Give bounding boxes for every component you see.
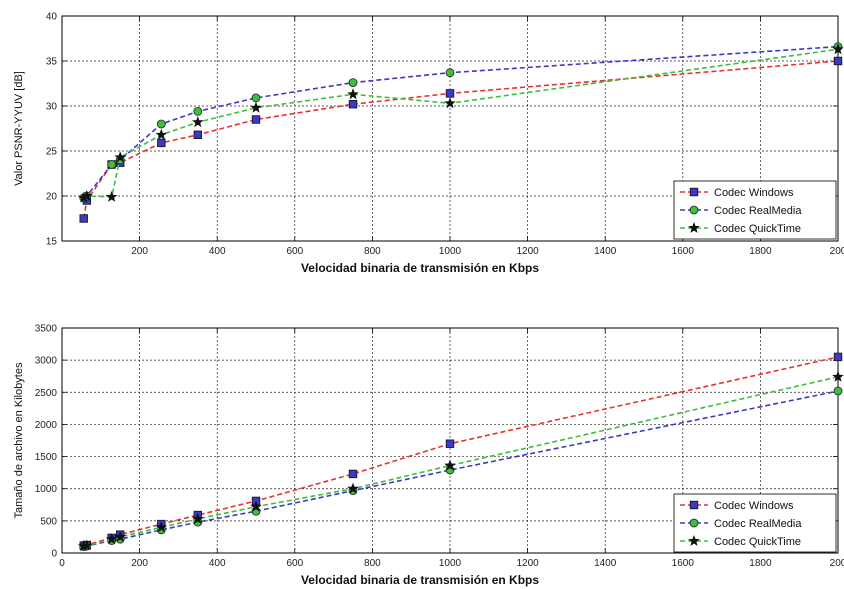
- data-point-quicktime: [444, 459, 456, 471]
- data-point-windows: [833, 352, 843, 362]
- series-line-realmedia: [83, 45, 839, 199]
- x-tick-label: 0: [59, 558, 65, 569]
- y-tick-label: 3500: [35, 324, 58, 335]
- data-point-quicktime: [192, 512, 204, 524]
- y-tick-label: 40: [46, 12, 58, 23]
- legend-marker-windows: [689, 187, 699, 197]
- x-tick-label: 400: [209, 246, 226, 257]
- x-tick-label: 1800: [749, 246, 772, 257]
- data-point-quicktime: [832, 43, 844, 55]
- y-tick-label: 1000: [35, 484, 58, 495]
- x-tick-label: 1600: [672, 558, 695, 569]
- data-point-windows: [348, 100, 358, 109]
- y-tick-label: 15: [46, 237, 58, 248]
- x-tick-label: 600: [286, 558, 303, 569]
- data-point-realmedia: [833, 386, 843, 396]
- x-axis-label: Velocidad binaria de transmisión en Kbps: [301, 573, 539, 587]
- series-line-realmedia: [83, 390, 839, 548]
- x-tick-label: 200: [830, 558, 844, 569]
- legend-label: Codec RealMedia: [714, 518, 802, 530]
- data-point-realmedia: [348, 78, 358, 87]
- x-tick-label: 400: [209, 558, 226, 569]
- data-point-realmedia: [107, 160, 117, 169]
- x-tick-label: 1000: [439, 558, 462, 569]
- x-tick-label: 1000: [439, 246, 462, 257]
- x-tick-label: 800: [364, 558, 381, 569]
- legend-marker-quicktime: [688, 221, 700, 233]
- series-line-windows: [83, 356, 839, 547]
- data-point-windows: [193, 130, 202, 139]
- y-axis-label: Valor PSNR-YYUV [dB]: [13, 71, 25, 186]
- data-point-quicktime: [114, 530, 126, 542]
- x-tick-label: 200: [131, 246, 148, 257]
- y-tick-label: 2500: [35, 388, 58, 399]
- legend-marker-realmedia: [689, 518, 699, 528]
- data-point-windows: [157, 138, 166, 148]
- legend-label: Codec QuickTime: [714, 223, 801, 235]
- x-tick-label: 1200: [516, 558, 539, 569]
- data-point-quicktime: [105, 190, 118, 202]
- data-point-quicktime: [347, 482, 359, 494]
- x-tick-label: 1400: [594, 246, 617, 257]
- data-point-quicktime: [250, 101, 262, 113]
- y-tick-label: 500: [40, 516, 57, 527]
- data-point-windows: [445, 89, 455, 98]
- data-point-quicktime: [347, 88, 359, 100]
- data-point-quicktime: [105, 533, 118, 545]
- x-axis-label: Velocidad binaria de transmisión en Kbps: [301, 261, 539, 275]
- data-point-quicktime: [192, 116, 204, 128]
- legend-label: Codec RealMedia: [714, 205, 802, 217]
- legend-label: Codec Windows: [714, 187, 794, 199]
- series-line-quicktime: [83, 48, 839, 199]
- y-axis-label: Tamaño de archivo en Kilobytes: [13, 362, 25, 518]
- data-point-realmedia: [156, 119, 166, 129]
- data-point-realmedia: [251, 93, 261, 103]
- series-line-quicktime: [83, 376, 839, 548]
- legend-marker-windows: [689, 500, 699, 510]
- data-point-quicktime: [155, 521, 168, 533]
- data-point-windows: [79, 214, 88, 223]
- data-point-windows: [348, 469, 358, 479]
- data-point-windows: [251, 115, 261, 124]
- x-tick-label: 1600: [672, 246, 695, 257]
- y-tick-label: 35: [46, 57, 58, 68]
- data-point-quicktime: [250, 500, 262, 512]
- data-point-realmedia: [445, 68, 455, 78]
- file-size-chart: 0 200 400 600 800 1000 1200 1400 1600 1800 2000500…: [13, 324, 844, 588]
- y-tick-label: 25: [46, 147, 58, 158]
- data-point-quicktime: [81, 189, 93, 201]
- y-tick-label: 20: [46, 192, 58, 203]
- x-tick-label: 1800: [749, 558, 772, 569]
- data-point-quicktime: [155, 128, 168, 140]
- x-tick-label: 1200: [516, 246, 539, 257]
- x-tick-label: 800: [364, 246, 381, 257]
- legend: Codec Windows Codec RealMedia Codec QuickT…: [673, 180, 837, 240]
- data-point-quicktime: [832, 370, 844, 382]
- y-tick-label: 3000: [35, 356, 58, 367]
- x-tick-label: 600: [286, 246, 303, 257]
- data-point-quicktime: [114, 151, 126, 163]
- x-tick-label: 200: [131, 558, 148, 569]
- legend-marker-quicktime: [688, 534, 700, 546]
- y-tick-label: 30: [46, 102, 58, 113]
- y-tick-label: 0: [51, 549, 57, 560]
- data-point-windows: [445, 439, 455, 448]
- data-point-quicktime: [444, 97, 456, 109]
- y-tick-label: 2000: [35, 420, 58, 431]
- data-point-realmedia: [193, 107, 203, 116]
- legend-marker-realmedia: [689, 205, 699, 215]
- legend-label: Codec Windows: [714, 500, 794, 512]
- data-point-quicktime: [81, 539, 93, 551]
- data-point-windows: [833, 56, 843, 66]
- psnr-chart: 200 400 600 800 1000 1200 1400 1600 1800 200 15 20 2…: [13, 12, 844, 276]
- x-tick-label: 1400: [594, 558, 617, 569]
- y-tick-label: 1500: [35, 452, 58, 463]
- legend-label: Codec QuickTime: [714, 536, 801, 548]
- legend: Codec Windows Codec RealMedia Codec QuickT…: [673, 493, 837, 553]
- x-tick-label: 200: [830, 246, 844, 257]
